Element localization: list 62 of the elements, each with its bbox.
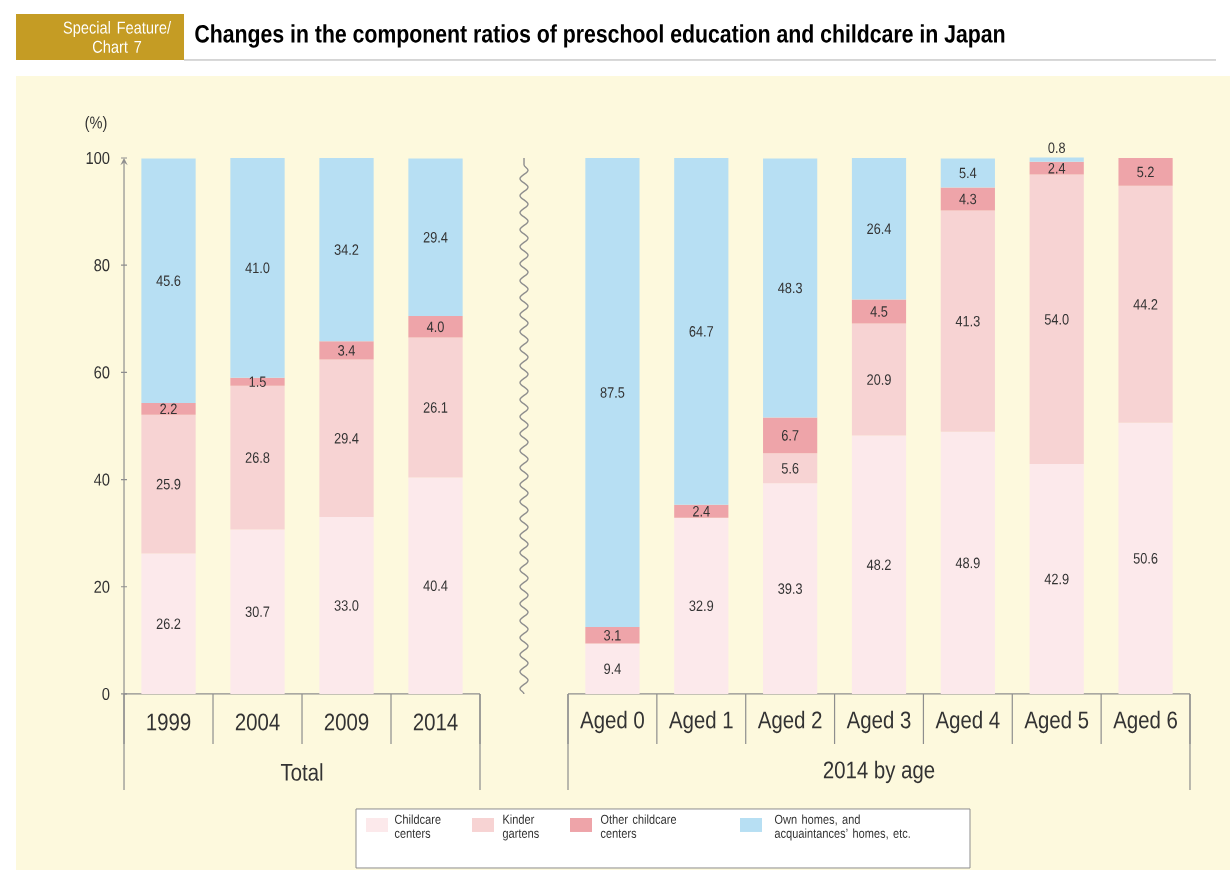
bar [230, 377, 285, 386]
x-tick-label: Aged 5 [1024, 710, 1089, 734]
bar [230, 529, 285, 694]
bar [141, 553, 196, 694]
y-tick-label: 100 [86, 151, 110, 165]
bar [674, 504, 729, 518]
bar [763, 453, 818, 484]
bar [1118, 422, 1173, 694]
x-tick-label: 2014 [413, 713, 458, 731]
bar [408, 158, 463, 317]
x-tick-label: Aged 0 [580, 710, 644, 734]
bar [674, 157, 729, 505]
bar [585, 643, 640, 694]
y-tick-label: 60 [94, 366, 110, 379]
y-axis-title: (%) [85, 115, 107, 132]
bar [940, 431, 995, 694]
x-tick-label: Aged 2 [757, 710, 822, 734]
x-tick-label: 1999 [147, 713, 191, 731]
x-axis-title: 2014 by age [823, 760, 935, 784]
bar [851, 323, 907, 436]
bar [408, 337, 463, 478]
bar [585, 626, 640, 644]
bar [940, 187, 995, 211]
text: Changes in the component ratios of preschool education and childcare in Japan [195, 24, 1005, 48]
bar [230, 385, 285, 530]
y-tick-label: 80 [94, 259, 110, 272]
bar [1029, 161, 1084, 175]
bar [1029, 174, 1084, 465]
bar [585, 157, 640, 627]
bar [141, 402, 196, 415]
bar [141, 158, 196, 403]
bar [763, 158, 818, 418]
bar [408, 477, 463, 694]
bar [141, 414, 196, 554]
x-tick-label: 2009 [324, 713, 369, 731]
bar [674, 517, 729, 694]
bar [319, 341, 374, 360]
bar [851, 299, 907, 324]
bar [1118, 157, 1173, 186]
bar [940, 158, 995, 188]
x-tick-label: Aged 4 [935, 710, 1000, 734]
bar [1118, 185, 1173, 423]
bar [940, 210, 995, 432]
bar [763, 483, 818, 694]
bar [851, 157, 907, 300]
x-tick-label: Aged 1 [669, 710, 733, 734]
x-tick-label: Aged 3 [846, 710, 911, 734]
y-tick-label: 0 [102, 687, 110, 701]
bar [763, 417, 818, 454]
y-tick-label: 20 [94, 580, 110, 593]
bar [230, 157, 285, 378]
bar [319, 359, 374, 518]
bar [851, 435, 907, 694]
x-tick-label: Aged 6 [1113, 710, 1177, 734]
bar [319, 517, 374, 694]
text: Special Feature/ Chart 7 [63, 21, 172, 53]
y-tick-label: 40 [94, 473, 110, 486]
bar [408, 316, 463, 338]
bar [319, 157, 374, 342]
x-tick-label: 2004 [235, 713, 280, 731]
x-axis-title: Total [280, 763, 323, 781]
bar [1029, 464, 1084, 694]
